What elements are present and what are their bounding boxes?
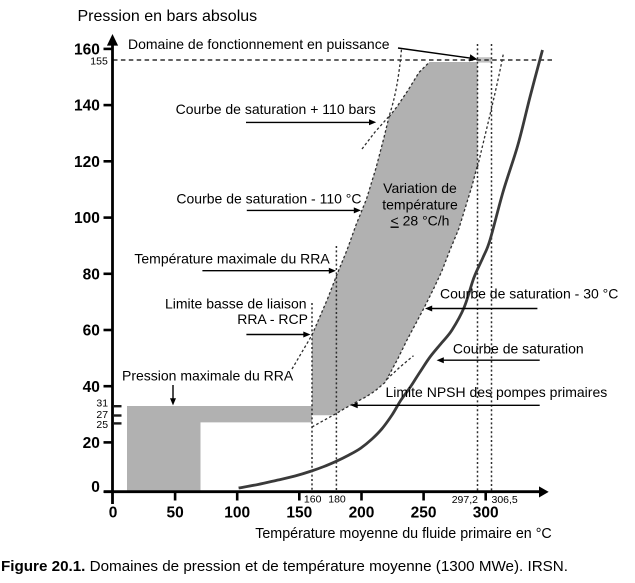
svg-text:0: 0 bbox=[109, 505, 118, 522]
svg-text:Courbe de saturation - 30 °C: Courbe de saturation - 30 °C bbox=[440, 286, 618, 302]
svg-text:60: 60 bbox=[83, 323, 100, 340]
svg-text:27: 27 bbox=[96, 409, 108, 421]
svg-text:Domaine de fonctionnement en p: Domaine de fonctionnement en puissance bbox=[128, 36, 390, 52]
svg-text:0: 0 bbox=[91, 479, 100, 496]
svg-text:Courbe de saturation - 110 °C: Courbe de saturation - 110 °C bbox=[176, 190, 361, 206]
svg-text:200: 200 bbox=[349, 505, 375, 522]
svg-text:RRA - RCP: RRA - RCP bbox=[237, 311, 308, 327]
svg-text:50: 50 bbox=[166, 505, 183, 522]
svg-text:250: 250 bbox=[411, 505, 437, 522]
svg-text:80: 80 bbox=[83, 266, 100, 283]
svg-text:306,5: 306,5 bbox=[492, 494, 518, 506]
svg-text:155: 155 bbox=[90, 56, 108, 68]
svg-text:20: 20 bbox=[83, 435, 100, 452]
svg-text:Variation de: Variation de bbox=[383, 180, 457, 196]
svg-text:120: 120 bbox=[74, 154, 100, 171]
svg-text:150: 150 bbox=[286, 505, 312, 522]
svg-text:Limite basse de liaison: Limite basse de liaison bbox=[165, 296, 307, 312]
svg-text:Température moyenne du fluide: Température moyenne du fluide primaire e… bbox=[255, 526, 552, 542]
svg-text:297,2: 297,2 bbox=[452, 494, 478, 506]
svg-text:Pression en bars absolus: Pression en bars absolus bbox=[78, 8, 258, 25]
svg-text:Limite NPSH des pompes primair: Limite NPSH des pompes primaires bbox=[386, 384, 608, 400]
svg-text:100: 100 bbox=[74, 210, 100, 227]
svg-text:température: température bbox=[382, 196, 458, 212]
svg-text:Pression maximale du RRA: Pression maximale du RRA bbox=[122, 368, 294, 384]
svg-text:Courbe de saturation: Courbe de saturation bbox=[453, 341, 584, 357]
svg-text:31: 31 bbox=[96, 398, 108, 410]
svg-text:300: 300 bbox=[473, 505, 499, 522]
svg-text:25: 25 bbox=[96, 419, 108, 431]
svg-text:Figure 20.1. Domaines de press: Figure 20.1. Domaines de pression et de … bbox=[1, 558, 568, 575]
svg-text:180: 180 bbox=[328, 494, 346, 506]
svg-text:160: 160 bbox=[74, 42, 100, 59]
svg-text:100: 100 bbox=[224, 505, 250, 522]
svg-text:Courbe de saturation + 110 bar: Courbe de saturation + 110 bars bbox=[176, 101, 376, 117]
svg-text:160: 160 bbox=[304, 494, 322, 506]
svg-text:40: 40 bbox=[83, 379, 100, 396]
svg-text:Température maximale du RRA: Température maximale du RRA bbox=[134, 251, 330, 267]
svg-text:< 28 °C/h: < 28 °C/h bbox=[391, 213, 450, 229]
svg-text:140: 140 bbox=[74, 98, 100, 115]
